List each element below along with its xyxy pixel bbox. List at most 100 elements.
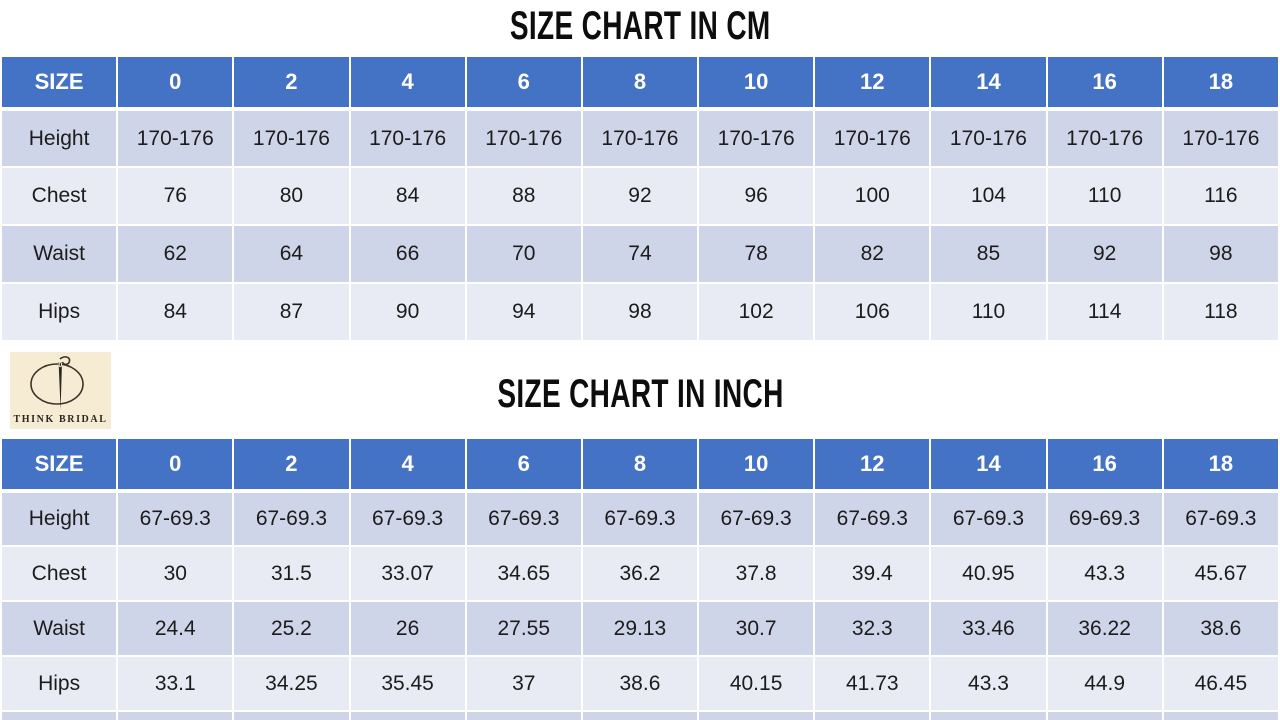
size-value-cell: 27.55: [464, 600, 583, 657]
size-column-header: 16: [1045, 55, 1164, 111]
size-value-cell: 67-69.3: [116, 490, 235, 547]
size-column-header: 8: [580, 55, 700, 111]
size-value-cell: 67-69.3: [697, 490, 816, 547]
size-value-cell: 33.46: [929, 600, 1048, 657]
empty-cell: [1045, 710, 1164, 720]
size-value-cell: 34.25: [232, 655, 351, 712]
size-column-header: 14: [929, 437, 1048, 493]
row-label: Chest: [0, 545, 119, 602]
table-row: Chest 76 80 84 88 92 96 100 104 110 116: [0, 166, 1280, 226]
size-column-header: 10: [697, 437, 816, 493]
size-value-cell: 94: [464, 282, 583, 342]
size-column-header: 4: [348, 437, 467, 493]
size-column-header: 4: [348, 55, 467, 111]
needle-and-thread-icon: [30, 356, 84, 410]
size-value-cell: 67-69.3: [580, 490, 700, 547]
size-value-cell: 92: [1045, 224, 1164, 284]
empty-cell: [580, 710, 700, 720]
size-value-cell: 62: [116, 224, 235, 284]
size-value-cell: 114: [1045, 282, 1164, 342]
table-row: Height 67-69.3 67-69.3 67-69.3 67-69.3 67-69.…: [0, 490, 1280, 547]
size-value-cell: 41.73: [813, 655, 932, 712]
size-column-header: 18: [1161, 437, 1280, 493]
size-value-cell: 170-176: [464, 108, 583, 168]
table-row: Waist 62 64 66 70 74 78 82 85 92 98: [0, 224, 1280, 284]
size-value-cell: 64: [232, 224, 351, 284]
size-value-cell: 67-69.3: [232, 490, 351, 547]
logo-brand-text: THINK BRIDAL: [14, 414, 108, 425]
size-value-cell: 104: [929, 166, 1048, 226]
size-value-cell: 36.22: [1045, 600, 1164, 657]
empty-cell: [116, 710, 235, 720]
size-value-cell: 40.15: [697, 655, 816, 712]
size-value-cell: 170-176: [929, 108, 1048, 168]
size-column-header: 12: [813, 437, 932, 493]
empty-cell: [464, 710, 583, 720]
size-chart-inch-table: SIZE 0 2 4 6 8 10 12 14 16 18 Height 67-69.3 67-69.3 6…: [0, 437, 1280, 720]
empty-cell: [929, 710, 1048, 720]
size-column-header: 6: [464, 437, 583, 493]
size-value-cell: 74: [580, 224, 700, 284]
size-value-cell: 118: [1161, 282, 1280, 342]
size-value-cell: 40.95: [929, 545, 1048, 602]
size-column-header: 10: [697, 55, 816, 111]
size-value-cell: 84: [116, 282, 235, 342]
size-value-cell: 33.1: [116, 655, 235, 712]
clipped-row: [0, 710, 1280, 720]
size-value-cell: 102: [697, 282, 816, 342]
row-label: Waist: [0, 600, 119, 657]
header-row: SIZE 0 2 4 6 8 10 12 14 16 18: [0, 437, 1280, 493]
empty-cell: [232, 710, 351, 720]
row-label: Hips: [0, 655, 119, 712]
empty-cell: [0, 710, 119, 720]
size-value-cell: 116: [1161, 166, 1280, 226]
size-value-cell: 98: [580, 282, 700, 342]
size-value-cell: 80: [232, 166, 351, 226]
size-value-cell: 67-69.3: [464, 490, 583, 547]
table-row: Hips 84 87 90 94 98 102 106 110 114 118: [0, 282, 1280, 342]
size-value-cell: 69-69.3: [1045, 490, 1164, 547]
size-value-cell: 24.4: [116, 600, 235, 657]
size-value-cell: 92: [580, 166, 700, 226]
size-value-cell: 25.2: [232, 600, 351, 657]
size-column-header: 0: [116, 437, 235, 493]
table-row: Height 170-176 170-176 170-176 170-176 170-17…: [0, 108, 1280, 168]
size-column-header: 6: [464, 55, 583, 111]
size-value-cell: 98: [1161, 224, 1280, 284]
row-label: Height: [0, 108, 119, 168]
size-value-cell: 38.6: [580, 655, 700, 712]
size-chart-cm-table: SIZE 0 2 4 6 8 10 12 14 16 18 Height 170-176 170-176 1…: [0, 55, 1280, 342]
empty-cell: [697, 710, 816, 720]
size-value-cell: 30.7: [697, 600, 816, 657]
size-value-cell: 110: [929, 282, 1048, 342]
size-value-cell: 67-69.3: [813, 490, 932, 547]
size-value-cell: 170-176: [1161, 108, 1280, 168]
size-value-cell: 96: [697, 166, 816, 226]
size-value-cell: 45.67: [1161, 545, 1280, 602]
think-bridal-logo: THINK BRIDAL: [10, 352, 111, 429]
size-value-cell: 32.3: [813, 600, 932, 657]
size-column-header: 12: [813, 55, 932, 111]
size-value-cell: 67-69.3: [929, 490, 1048, 547]
size-value-cell: 170-176: [1045, 108, 1164, 168]
size-column-header: 16: [1045, 437, 1164, 493]
size-value-cell: 110: [1045, 166, 1164, 226]
header-row: SIZE 0 2 4 6 8 10 12 14 16 18: [0, 55, 1280, 111]
row-label: Hips: [0, 282, 119, 342]
inch-chart-title-text: SIZE CHART IN INCH: [496, 372, 784, 416]
size-value-cell: 90: [348, 282, 467, 342]
size-column-header: 2: [232, 437, 351, 493]
table-row: Waist 24.4 25.2 26 27.55 29.13 30.7 32.3 33.46 36…: [0, 600, 1280, 657]
size-value-cell: 67-69.3: [348, 490, 467, 547]
size-value-cell: 170-176: [348, 108, 467, 168]
size-column-header: 0: [116, 55, 235, 111]
size-value-cell: 70: [464, 224, 583, 284]
size-value-cell: 87: [232, 282, 351, 342]
size-value-cell: 37.8: [697, 545, 816, 602]
cm-chart-title: SIZE CHART IN CM: [0, 4, 1280, 48]
table-row: Hips 33.1 34.25 35.45 37 38.6 40.15 41.73 43.3 44…: [0, 655, 1280, 712]
size-column-header: 14: [929, 55, 1048, 111]
size-value-cell: 34.65: [464, 545, 583, 602]
size-value-cell: 78: [697, 224, 816, 284]
size-column-header: 18: [1161, 55, 1280, 111]
